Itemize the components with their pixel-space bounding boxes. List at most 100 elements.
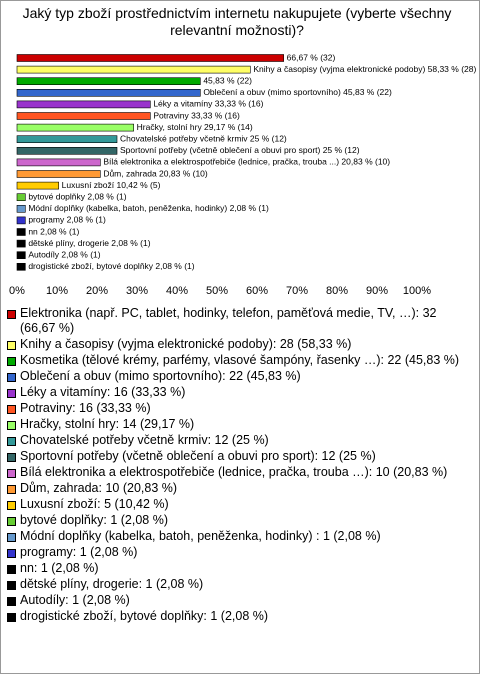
data-label: Chovatelské potřeby včetně krmiv 25 % (1… bbox=[120, 133, 287, 143]
bar bbox=[16, 262, 26, 271]
plot: 0% 10% 20% 30% 40% 50% 60% 70% 80% 90% 100% 66,67 %… bbox=[9, 52, 476, 297]
legend-item: Hračky, stolní hry: 14 (29,17 %) bbox=[7, 417, 469, 432]
chart-title: Jaký typ zboží prostřednictvím internetu… bbox=[22, 5, 452, 38]
data-label: Léky a vitamíny 33,33 % (16) bbox=[153, 99, 263, 109]
x-tick-label: 70% bbox=[286, 285, 308, 297]
legend-item: Kosmetika (tělové krémy, parfémy, vlasov… bbox=[7, 353, 469, 368]
bar bbox=[16, 216, 26, 225]
legend-item: Potraviny: 16 (33,33 %) bbox=[7, 401, 469, 416]
legend-label: Módní doplňky (kabelka, batoh, peněženka… bbox=[20, 529, 381, 543]
data-label: programy 2,08 % (1) bbox=[28, 215, 106, 225]
bar bbox=[16, 65, 251, 74]
legend-label: Luxusní zboží: 5 (10,42 %) bbox=[20, 497, 169, 511]
bar bbox=[16, 147, 118, 155]
legend-swatch bbox=[7, 597, 16, 606]
legend-label: Chovatelské potřeby včetně krmiv: 12 (25… bbox=[20, 433, 269, 447]
legend-item: Chovatelské potřeby včetně krmiv: 12 (25… bbox=[7, 433, 469, 448]
data-label: Sportovní potřeby (včetně oblečení a obu… bbox=[120, 145, 360, 155]
legend-item: Léky a vitamíny: 16 (33,33 %) bbox=[7, 385, 469, 400]
legend-label: Sportovní potřeby (včetně oblečení a obu… bbox=[20, 449, 376, 463]
legend-swatch bbox=[7, 469, 16, 478]
bar bbox=[16, 123, 134, 132]
legend-swatch bbox=[7, 341, 16, 350]
x-tick-label: 40% bbox=[166, 285, 188, 297]
legend-item: drogistické zboží, bytové doplňky: 1 (2,… bbox=[7, 609, 469, 624]
x-tick-label: 90% bbox=[366, 285, 388, 297]
data-label: dětské plíny, drogerie 2,08 % (1) bbox=[28, 238, 150, 248]
legend-label: nn: 1 (2,08 %) bbox=[20, 561, 99, 575]
legend-item: Módní doplňky (kabelka, batoh, peněženka… bbox=[7, 529, 469, 544]
bar bbox=[16, 158, 101, 167]
legend-swatch bbox=[7, 517, 16, 526]
legend: Elektronika (např. PC, tablet, hodinky, … bbox=[7, 306, 469, 625]
legend-swatch bbox=[7, 421, 16, 430]
legend-label: Autodíly: 1 (2,08 %) bbox=[20, 593, 130, 607]
x-tick-label: 20% bbox=[86, 285, 108, 297]
legend-swatch bbox=[7, 581, 16, 590]
legend-label: Hračky, stolní hry: 14 (29,17 %) bbox=[20, 417, 195, 431]
legend-swatch bbox=[7, 485, 16, 494]
legend-label: bytové doplňky: 1 (2,08 %) bbox=[20, 513, 168, 527]
legend-item: Knihy a časopisy (vyjma elektronické pod… bbox=[7, 337, 469, 352]
legend-swatch bbox=[7, 533, 16, 542]
x-tick-label: 0% bbox=[9, 285, 25, 297]
legend-swatch bbox=[7, 501, 16, 510]
data-label: Luxusní zboží 10,42 % (5) bbox=[62, 180, 161, 190]
legend-label: Elektronika (např. PC, tablet, hodinky, … bbox=[20, 306, 437, 335]
data-label: Bílá elektronika a elektrospotřebiče (le… bbox=[103, 157, 390, 167]
legend-item: programy: 1 (2,08 %) bbox=[7, 545, 469, 560]
bar bbox=[16, 239, 26, 248]
bar bbox=[16, 251, 26, 259]
x-tick-label: 60% bbox=[246, 285, 268, 297]
data-label: Módní doplňky (kabelka, batoh, peněženka… bbox=[28, 203, 269, 213]
legend-swatch bbox=[7, 453, 16, 462]
legend-swatch bbox=[7, 405, 16, 414]
bar bbox=[16, 193, 26, 201]
bar bbox=[16, 228, 26, 236]
data-label: Autodíly 2,08 % (1) bbox=[28, 249, 100, 259]
bar bbox=[16, 181, 59, 190]
x-tick-label: 50% bbox=[206, 285, 228, 297]
legend-swatch bbox=[7, 565, 16, 574]
legend-swatch bbox=[7, 373, 16, 382]
legend-label: dětské plíny, drogerie: 1 (2,08 %) bbox=[20, 577, 204, 591]
data-label: Oblečení a obuv (mimo sportovního) 45,83… bbox=[203, 87, 392, 97]
legend-swatch bbox=[7, 357, 16, 366]
data-label: nn 2,08 % (1) bbox=[28, 226, 79, 236]
data-label: drogistické zboží, bytové doplňky 2,08 %… bbox=[28, 261, 194, 271]
data-label: bytové doplňky 2,08 % (1) bbox=[28, 191, 126, 201]
bar bbox=[16, 205, 26, 213]
bar bbox=[16, 54, 284, 62]
legend-item: Sportovní potřeby (včetně oblečení a obu… bbox=[7, 449, 469, 464]
data-label: Dům, zahrada 20,83 % (10) bbox=[103, 168, 208, 178]
legend-label: Léky a vitamíny: 16 (33,33 %) bbox=[20, 385, 186, 399]
legend-swatch bbox=[7, 310, 16, 319]
data-label: Hračky, stolní hry 29,17 % (14) bbox=[137, 122, 253, 132]
legend-label: programy: 1 (2,08 %) bbox=[20, 545, 138, 559]
legend-label: drogistické zboží, bytové doplňky: 1 (2,… bbox=[20, 609, 269, 623]
legend-item: bytové doplňky: 1 (2,08 %) bbox=[7, 513, 469, 528]
bar bbox=[16, 77, 201, 85]
bar bbox=[16, 89, 201, 97]
data-label: Potraviny 33,33 % (16) bbox=[153, 110, 240, 120]
x-tick-label: 100% bbox=[403, 285, 431, 297]
legend-label: Bílá elektronika a elektrospotřebiče (le… bbox=[20, 465, 448, 479]
legend-swatch bbox=[7, 613, 16, 622]
bar bbox=[16, 135, 118, 143]
legend-item: Dům, zahrada: 10 (20,83 %) bbox=[7, 481, 469, 496]
legend-item: Elektronika (např. PC, tablet, hodinky, … bbox=[7, 306, 469, 336]
legend-swatch bbox=[7, 549, 16, 558]
legend-label: Dům, zahrada: 10 (20,83 %) bbox=[20, 481, 178, 495]
legend-swatch bbox=[7, 389, 16, 398]
x-tick-label: 10% bbox=[46, 285, 68, 297]
legend-label: Potraviny: 16 (33,33 %) bbox=[20, 401, 151, 415]
x-tick-label: 30% bbox=[126, 285, 148, 297]
legend-item: Luxusní zboží: 5 (10,42 %) bbox=[7, 497, 469, 512]
data-label: 66,67 % (32) bbox=[287, 52, 336, 62]
legend-item: dětské plíny, drogerie: 1 (2,08 %) bbox=[7, 577, 469, 592]
x-tick-label: 80% bbox=[326, 285, 348, 297]
data-label: Knihy a časopisy (vyjma elektronické pod… bbox=[253, 64, 476, 74]
legend-item: nn: 1 (2,08 %) bbox=[7, 561, 469, 576]
legend-item: Oblečení a obuv (mimo sportovního): 22 (… bbox=[7, 369, 469, 384]
